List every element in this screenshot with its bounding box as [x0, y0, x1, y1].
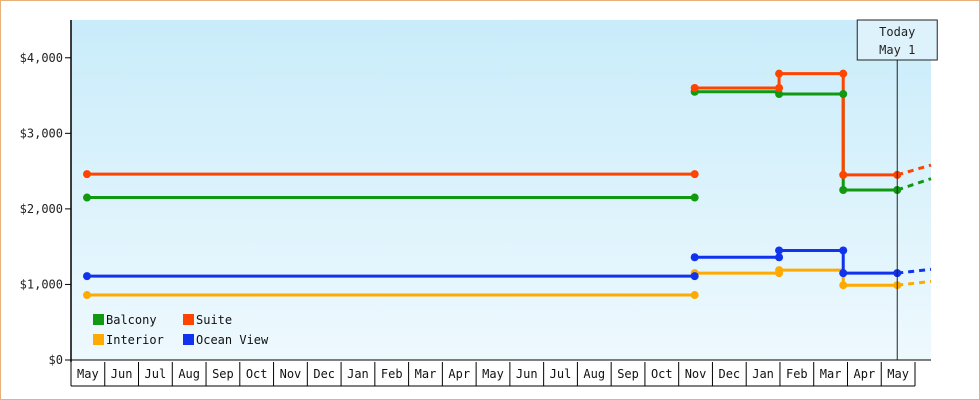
month-label: Jun	[111, 367, 133, 381]
interior-line	[694, 268, 898, 287]
month-label: Jan	[347, 367, 369, 381]
month-label: Dec	[313, 367, 335, 381]
today-box	[856, 19, 938, 61]
legend-swatch-balcony	[93, 314, 104, 325]
month-label: May	[887, 367, 909, 381]
today-date-label: May 1	[879, 43, 915, 57]
legend-label-balcony: Balcony	[106, 313, 157, 327]
balcony-projection	[896, 177, 932, 192]
month-label: Mar	[415, 367, 437, 381]
suite-point	[775, 84, 784, 92]
ocean-view-point	[690, 253, 699, 262]
month-label: Apr	[854, 367, 876, 381]
y-tick-label: $3,000	[20, 126, 63, 140]
legend-label-ocean-view: Ocean View	[196, 333, 269, 347]
month-label: Nov	[685, 367, 707, 381]
month-label: Oct	[651, 367, 673, 381]
legend-label-interior: Interior	[106, 333, 164, 347]
month-label: Dec	[718, 367, 740, 381]
ocean-view-point	[690, 272, 699, 281]
suite-line	[694, 72, 898, 177]
balcony-point	[690, 193, 699, 202]
ocean-view-line	[694, 248, 898, 275]
month-label: Sep	[617, 367, 639, 381]
ocean-view-point	[839, 269, 848, 278]
ocean-view-point	[83, 272, 91, 281]
month-label: Aug	[178, 367, 200, 381]
suite-point	[839, 69, 848, 78]
ocean-view-projection	[897, 267, 932, 275]
interior-point	[83, 291, 91, 300]
month-label: May	[482, 367, 504, 381]
ocean-view-point	[775, 253, 784, 262]
month-label: Feb	[786, 367, 808, 381]
month-label: Oct	[246, 367, 268, 381]
month-label: Nov	[280, 367, 302, 381]
suite-projection	[896, 163, 932, 177]
balcony-line	[694, 90, 898, 192]
month-label: Jun	[516, 367, 538, 381]
interior-projection	[897, 279, 932, 287]
month-label: Feb	[381, 367, 403, 381]
interior-point	[839, 281, 848, 290]
month-label: Jul	[550, 367, 572, 381]
suite-point	[775, 69, 784, 78]
balcony-point	[775, 90, 784, 99]
balcony-point	[839, 90, 848, 99]
y-tick-label: $4,000	[20, 51, 63, 65]
y-tick-label: $2,000	[20, 202, 63, 216]
suite-point	[839, 170, 848, 179]
y-tick-label: $0	[49, 353, 63, 367]
month-label: Sep	[212, 367, 234, 381]
interior-point	[690, 291, 699, 300]
interior-point	[775, 266, 784, 275]
month-label: Mar	[820, 367, 842, 381]
y-tick-label: $1,000	[20, 277, 63, 291]
plot-background	[71, 20, 931, 360]
ocean-view-point	[775, 246, 784, 255]
balcony-point	[83, 193, 91, 202]
today-label: Today	[879, 25, 915, 39]
month-label: Jul	[145, 367, 167, 381]
suite-point	[83, 170, 91, 179]
balcony-point	[839, 186, 848, 194]
ocean-view-point	[839, 246, 848, 255]
month-label: Apr	[448, 367, 470, 381]
legend-swatch-ocean-view	[183, 334, 194, 345]
suite-point	[690, 84, 699, 92]
legend-swatch-suite	[183, 314, 194, 325]
suite-point	[690, 170, 699, 179]
month-label: May	[77, 367, 99, 381]
legend-swatch-interior	[93, 334, 104, 345]
month-label: Aug	[583, 367, 605, 381]
legend-label-suite: Suite	[196, 313, 232, 327]
month-label: Jan	[752, 367, 774, 381]
